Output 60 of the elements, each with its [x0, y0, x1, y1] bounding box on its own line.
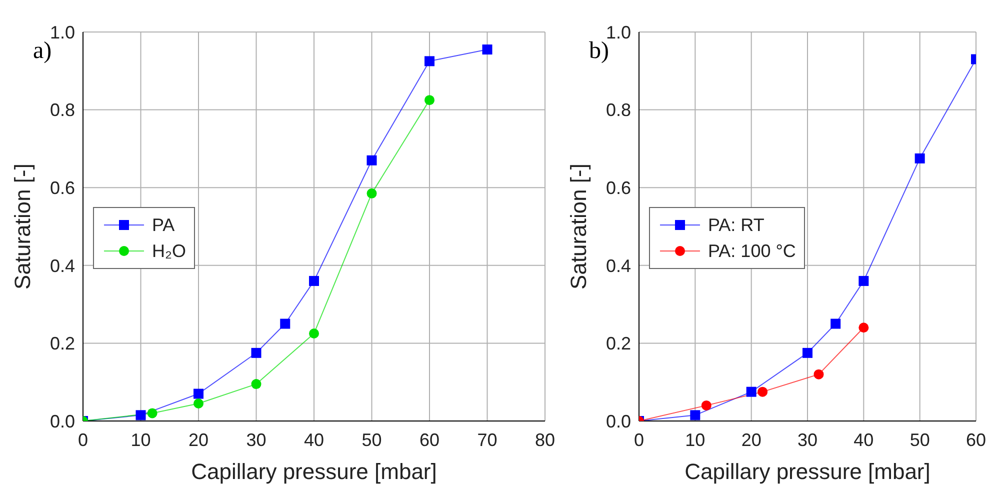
y-tick-label: 0.0 [606, 411, 631, 432]
point [194, 388, 204, 399]
point [136, 410, 146, 420]
x-axis-title: Capillary pressure [mbar] [191, 459, 437, 484]
x-tick-label: 0 [78, 430, 88, 450]
y-tick-label: 0.4 [50, 256, 75, 276]
point [366, 188, 377, 198]
point [482, 44, 492, 55]
x-tick-label: 0 [634, 430, 644, 450]
point [814, 369, 824, 380]
point [309, 328, 319, 338]
x-tick-label: 10 [685, 430, 706, 450]
x-tick-label: 50 [362, 430, 382, 450]
y-tick-label: 0.2 [606, 334, 631, 354]
point [280, 318, 290, 329]
point [251, 379, 262, 390]
point [194, 398, 204, 408]
x-tick-label: 20 [741, 430, 762, 450]
x-tick-label: 10 [130, 430, 151, 450]
x-tick-label: 30 [797, 430, 818, 450]
x-tick-label: 80 [534, 430, 556, 450]
point [366, 155, 377, 166]
point [830, 318, 841, 329]
point [424, 95, 434, 106]
x-tick-label: 50 [910, 430, 930, 450]
x-tick-label: 40 [854, 430, 874, 450]
y-tick-label: 0.8 [606, 100, 631, 120]
point [746, 386, 756, 397]
x-tick-label: 70 [477, 430, 498, 450]
point [147, 408, 158, 418]
legend-label: PA [152, 214, 175, 238]
point [858, 276, 869, 286]
y-axis-title: Saturation [-] [566, 164, 591, 290]
point [309, 276, 319, 286]
point [690, 410, 700, 420]
y-axis-title: Saturation [-] [10, 164, 35, 290]
x-tick-label: 30 [246, 430, 266, 450]
y-tick-label: 0.8 [50, 100, 75, 120]
legend-label: PA: 100 °C [708, 240, 796, 264]
y-tick-label: 1.0 [50, 22, 75, 42]
x-tick-label: 20 [188, 430, 209, 450]
legend-label: PA: RT [708, 214, 764, 238]
legend-label: H₂O [152, 240, 186, 264]
x-axis-title: Capillary pressure [mbar] [684, 459, 930, 484]
x-tick-label: 60 [966, 430, 986, 450]
point [758, 386, 768, 397]
y-tick-label: 0.0 [50, 411, 75, 432]
point [914, 153, 925, 164]
x-tick-label: 40 [304, 430, 324, 450]
y-tick-label: 0.4 [606, 256, 631, 276]
text: a) [33, 38, 52, 65]
y-tick-label: 0.6 [606, 178, 631, 198]
x-tick-label: 60 [419, 430, 440, 450]
point [251, 348, 262, 358]
y-tick-label: 0.2 [50, 334, 75, 354]
point [424, 56, 434, 66]
point [802, 348, 812, 358]
point [858, 322, 869, 333]
point [701, 400, 712, 410]
y-tick-label: 0.6 [50, 178, 75, 198]
